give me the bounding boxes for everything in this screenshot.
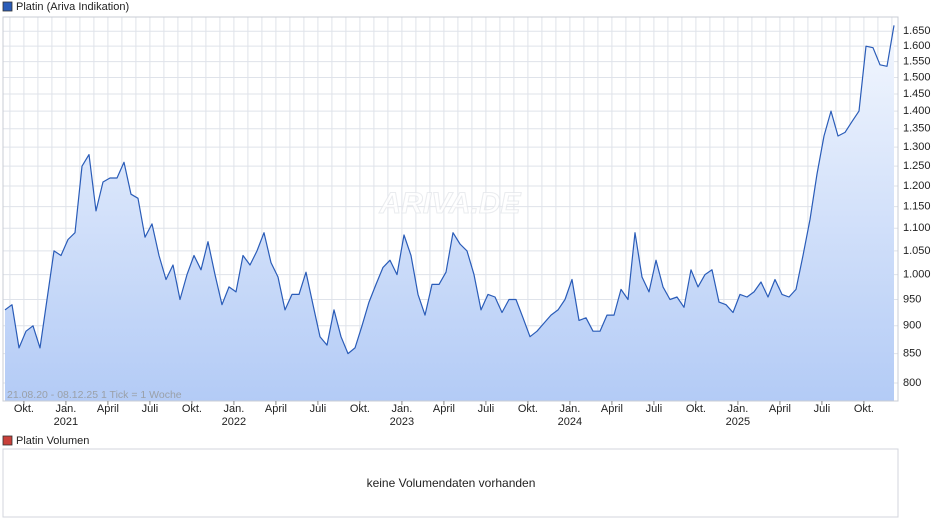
area (5, 25, 894, 402)
y-tick-label: 1.000 (903, 269, 931, 281)
x-tick-label: Juli (142, 403, 159, 415)
x-tick-label: Okt. (182, 403, 202, 415)
x-tick-label: Jan. (56, 403, 77, 415)
x-year-label: 2025 (726, 416, 750, 428)
y-tick-label: 1.250 (903, 160, 931, 172)
x-tick-label: Okt. (350, 403, 370, 415)
x-tick-label: April (601, 403, 623, 415)
y-tick-label: 1.550 (903, 56, 931, 68)
y-tick-label: 1.300 (903, 141, 931, 153)
y-tick-label: 1.400 (903, 105, 931, 117)
x-tick-label: Okt. (854, 403, 874, 415)
legend-swatch (2, 1, 13, 12)
x-tick-label: Okt. (686, 403, 706, 415)
x-tick-label: Juli (310, 403, 327, 415)
x-tick-label: Jan. (392, 403, 413, 415)
x-year-label: 2022 (222, 416, 246, 428)
x-tick-label: Juli (814, 403, 831, 415)
y-tick-label: 850 (903, 347, 921, 359)
y-tick-label: 1.150 (903, 201, 931, 213)
watermark: ARIVA.DE (378, 187, 521, 220)
volume-panel (2, 448, 899, 518)
x-tick-label: Okt. (518, 403, 538, 415)
volume-message: keine Volumendaten vorhanden (367, 476, 536, 490)
y-tick-label: 1.650 (903, 25, 931, 37)
x-tick-label: Juli (478, 403, 495, 415)
x-tick-label: April (97, 403, 119, 415)
x-tick-label: Okt. (14, 403, 34, 415)
x-tick-label: Juli (646, 403, 663, 415)
y-tick-label: 1.600 (903, 40, 931, 52)
x-tick-label: Jan. (224, 403, 245, 415)
plot-frame (2, 16, 899, 402)
line (4, 25, 895, 355)
y-tick-label: 900 (903, 320, 921, 332)
y-tick-label: 1.100 (903, 222, 931, 234)
y-tick-label: 1.350 (903, 123, 931, 135)
y-tick-label: 1.050 (903, 245, 931, 257)
x-tick-label: Jan. (728, 403, 749, 415)
x-tick-label: April (769, 403, 791, 415)
y-tick-label: 1.450 (903, 88, 931, 100)
y-tick-label: 800 (903, 377, 921, 389)
x-tick-label: April (433, 403, 455, 415)
x-tick-label: Jan. (560, 403, 581, 415)
x-year-label: 2021 (54, 416, 78, 428)
x-tick-label: April (265, 403, 287, 415)
legend-swatch (2, 435, 13, 446)
y-tick-label: 950 (903, 293, 921, 305)
y-tick-label: 1.200 (903, 180, 931, 192)
plot-area (4, 25, 895, 402)
y-tick-label: 1.500 (903, 71, 931, 83)
chart-note: 21.08.20 - 08.12.25 1 Tick = 1 Woche (7, 389, 182, 401)
x-year-label: 2023 (390, 416, 414, 428)
legend-label: Platin (Ariva Indikation) (16, 1, 129, 13)
volume-title: Platin Volumen (16, 435, 89, 447)
x-year-label: 2024 (558, 416, 582, 428)
